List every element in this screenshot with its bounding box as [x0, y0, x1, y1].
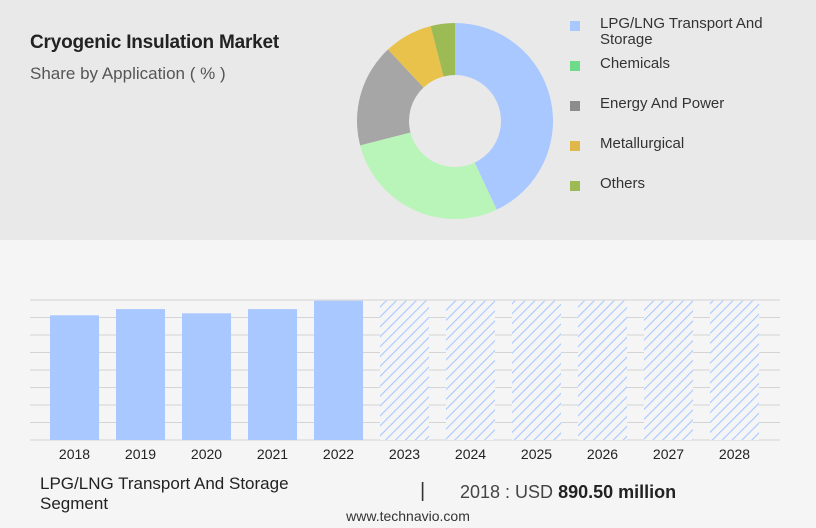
bar-2019: [116, 309, 165, 440]
legend-item-energy-and-power: Energy And Power: [570, 96, 800, 112]
legend-label: Chemicals: [600, 55, 671, 72]
page-title: Cryogenic Insulation Market: [30, 32, 280, 53]
separator: |: [420, 480, 426, 502]
tick-label-2022: 2022: [323, 446, 354, 462]
tick-label-2025: 2025: [521, 446, 552, 462]
legend-label: Others: [600, 175, 646, 192]
bar-2026: [578, 300, 627, 440]
legend-label: Energy And Power: [600, 95, 725, 112]
legend-label: Metallurgical: [600, 135, 685, 152]
donut-slice-metallurgical: [387, 26, 444, 88]
stat-value: 890.50 million: [558, 482, 677, 502]
tick-label-2020: 2020: [191, 446, 222, 462]
legend-item-others: Others: [570, 176, 800, 192]
tick-label-2019: 2019: [125, 446, 156, 462]
legend-swatch: [570, 181, 580, 191]
bar-marks: [50, 300, 759, 440]
legend-item-chemicals: Chemicals: [570, 56, 800, 72]
bar-2024: [446, 300, 495, 440]
bar-2021: [248, 309, 297, 440]
bar-2028: [710, 300, 759, 440]
legend-swatch: [570, 61, 580, 71]
tick-label-2024: 2024: [455, 446, 486, 462]
legend-item-metallurgical: Metallurgical: [570, 136, 800, 152]
segment-label: LPG/LNG Transport And Storage Segment: [40, 474, 289, 513]
donut-slice-others: [430, 23, 455, 77]
legend-swatch: [570, 141, 580, 151]
stat-prefix: 2018 : USD: [460, 482, 554, 502]
tick-label-2027: 2027: [653, 446, 684, 462]
page-subtitle: Share by Application ( % ): [30, 64, 226, 83]
donut-slice-energy-and-power: [357, 49, 424, 146]
bar-chart: 2018 2019 2020 2021 2022 2023 2024 2025 2026 2027…: [30, 299, 780, 462]
bar-2025: [512, 300, 561, 440]
bar-2020: [182, 313, 231, 440]
source-footer: www.technavio.com: [346, 508, 470, 524]
legend-label: LPG/LNG Transport And Storage: [600, 15, 763, 48]
bar-2018: [50, 315, 99, 440]
bar-2022: [314, 300, 363, 440]
tick-label-2018: 2018: [59, 446, 90, 462]
legend-item-lpg-lng-transport-and-storage: LPG/LNG Transport And Storage: [570, 16, 800, 48]
donut-slice-chemicals: [360, 132, 497, 219]
legend-swatch: [570, 101, 580, 111]
segment-stat: 2018 : USD 890.50 million: [460, 482, 676, 503]
bar-2027: [644, 300, 693, 440]
legend-swatch: [570, 21, 580, 31]
donut-chart: [357, 23, 553, 219]
bar-tick-labels: 2018 2019 2020 2021 2022 2023 2024 2025 2026 2027…: [59, 446, 750, 462]
bar-2023: [380, 300, 429, 440]
tick-label-2026: 2026: [587, 446, 618, 462]
donut-slice-lpg-lng-transport-and-storage: [455, 23, 553, 210]
tick-label-2028: 2028: [719, 446, 750, 462]
tick-label-2021: 2021: [257, 446, 288, 462]
tick-label-2023: 2023: [389, 446, 420, 462]
